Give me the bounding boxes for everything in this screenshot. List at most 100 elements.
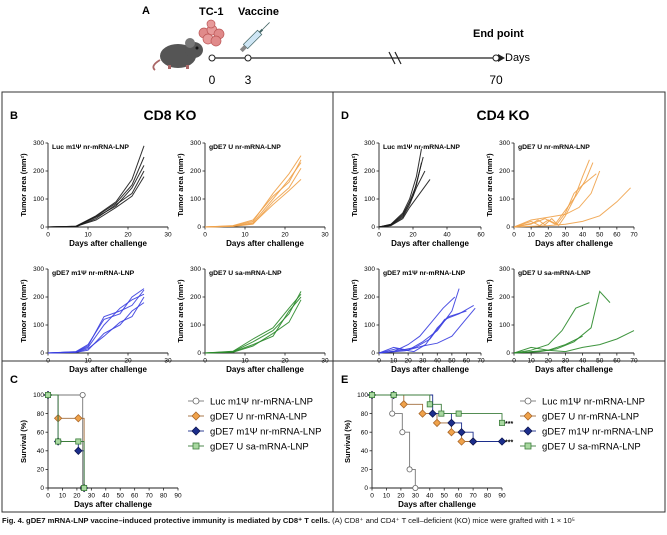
panel-letter-d: D	[341, 110, 349, 122]
series-line	[204, 293, 302, 354]
survival-marker	[390, 391, 397, 398]
y-axis-label: Tumor area (mm²)	[176, 279, 185, 343]
x-axis-label: Days after challenge	[535, 239, 613, 248]
survival-marker	[498, 419, 505, 426]
chart-d3: 0 100 200 300 0 10 20 30 40 50 60 70 Days after chal…	[350, 266, 485, 374]
survival-marker	[79, 391, 86, 398]
significance-mark: ***	[505, 421, 513, 428]
tc1-label: TC-1	[199, 6, 223, 18]
chart-b3: 0 100 200 300 0 10 20 30 Days after challenge Tum…	[19, 266, 172, 374]
panel-letter-a: A	[142, 5, 150, 17]
y-tick-label: 0	[40, 350, 44, 357]
y-tick-label: 300	[364, 140, 375, 147]
y-tick-label: 80	[37, 411, 45, 418]
x-tick-label: 40	[102, 493, 110, 500]
y-tick-label: 0	[40, 485, 44, 492]
x-tick-label: 30	[321, 358, 329, 365]
survival-step-line	[48, 394, 85, 488]
y-tick-label: 100	[364, 196, 375, 203]
series-line	[204, 162, 302, 228]
panel-b-title: CD8 KO	[144, 107, 197, 123]
x-tick-label: 0	[203, 232, 207, 239]
y-tick-label: 300	[499, 140, 510, 147]
y-tick-label: 0	[40, 224, 44, 231]
x-tick-label: 50	[117, 493, 125, 500]
x-tick-label: 10	[383, 493, 391, 500]
survival-marker	[412, 484, 419, 491]
x-tick-label: 0	[46, 232, 50, 239]
chart-title: gDE7 U sa-mRNA-LNP	[209, 270, 282, 277]
timeline-point-3	[244, 54, 252, 62]
survival-marker	[428, 409, 437, 418]
x-tick-label: 40	[579, 358, 587, 365]
survival-marker	[447, 428, 456, 437]
x-tick-label: 0	[512, 358, 516, 365]
syringe-icon	[239, 22, 270, 53]
chart-b2: 0 100 200 300 0 10 20 30 Days after challenge Tum…	[176, 140, 329, 248]
x-tick-label: 10	[528, 358, 536, 365]
y-axis-label: Tumor area (mm²)	[350, 153, 359, 217]
y-tick-label: 200	[499, 168, 510, 175]
figure-caption: Fig. 4. gDE7 mRNA-LNP vaccine–induced pr…	[2, 516, 665, 526]
series-line	[513, 162, 594, 228]
timeline-panel: A TC-1 Vaccine End point Days	[142, 5, 531, 87]
y-tick-label: 300	[190, 266, 201, 273]
y-tick-label: 200	[190, 294, 201, 301]
y-tick-label: 200	[33, 168, 44, 175]
series-line	[378, 288, 460, 354]
y-axis-label: Tumor area (mm²)	[176, 153, 185, 217]
y-axis-label: Survival (%)	[19, 420, 28, 463]
series-line	[47, 176, 145, 228]
significance-mark: ***	[505, 440, 513, 447]
x-tick-label: 30	[164, 358, 172, 365]
survival-marker	[457, 428, 466, 437]
timeline-tick: 70	[489, 73, 503, 87]
x-tick-label: 70	[145, 493, 153, 500]
x-axis-label: Days after challenge	[69, 365, 147, 374]
survival-marker	[399, 400, 408, 409]
x-tick-label: 10	[241, 232, 249, 239]
chart-title: gDE7 U nr-mRNA-LNP	[209, 144, 281, 151]
endpoint-label: End point	[473, 28, 524, 40]
survival-marker	[55, 438, 62, 445]
y-tick-label: 0	[364, 485, 368, 492]
survival-step-line	[372, 394, 503, 423]
x-tick-label: 0	[46, 358, 50, 365]
legend-marker	[524, 397, 532, 405]
series-line	[47, 293, 145, 354]
x-tick-label: 10	[528, 232, 536, 239]
x-tick-label: 60	[613, 232, 621, 239]
y-tick-label: 300	[364, 266, 375, 273]
survival-marker	[497, 437, 507, 446]
chart-b4: 0 100 200 300 0 10 20 30 Days after challenge Tum…	[176, 266, 329, 374]
survival-marker	[426, 401, 433, 408]
series-line	[47, 288, 145, 354]
legend-marker	[192, 442, 200, 450]
chart-b1: 0 100 200 300 0 10 20 30 Days after challenge Tum…	[19, 140, 172, 248]
x-tick-label: 60	[455, 493, 463, 500]
x-tick-label: 0	[46, 493, 50, 500]
days-label: Days	[505, 52, 531, 64]
x-tick-label: 20	[124, 358, 132, 365]
survival-marker	[418, 409, 427, 418]
legend-marker	[524, 442, 532, 450]
panel-letter-c: C	[10, 374, 18, 386]
x-tick-label: 40	[579, 232, 587, 239]
legend-marker	[191, 426, 201, 436]
y-tick-label: 0	[371, 224, 375, 231]
legend-label: Luc m1Ψ nr-mRNA-LNP	[210, 397, 313, 408]
x-tick-label: 60	[477, 232, 485, 239]
y-tick-label: 100	[190, 196, 201, 203]
x-tick-label: 40	[443, 232, 451, 239]
x-axis-label: Days after challenge	[226, 365, 304, 374]
panel-letter-e: E	[341, 374, 348, 386]
legend-label: gDE7 U sa-mRNA-LNP	[210, 442, 309, 453]
x-axis-label: Days after challenge	[535, 365, 613, 374]
survival-marker	[457, 437, 466, 446]
x-tick-label: 30	[562, 358, 570, 365]
legends-layer: Luc m1Ψ nr-mRNA-LNP gDE7 U nr-mRNA-LNP gDE…	[188, 397, 653, 453]
x-tick-label: 20	[281, 232, 289, 239]
chart-e: 0 20 40 60 80 100 0 10 20 30 40 50 60 70 80 90 Days afte…	[343, 390, 507, 509]
x-tick-label: 60	[463, 358, 471, 365]
y-tick-label: 100	[33, 322, 44, 329]
